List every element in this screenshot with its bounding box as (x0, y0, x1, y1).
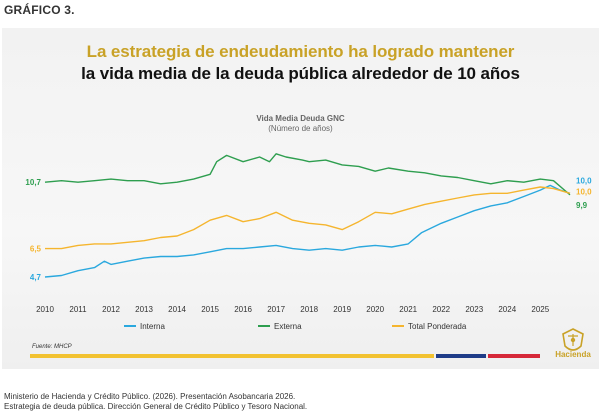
hacienda-logo-text: Hacienda (555, 350, 591, 359)
x-tick-label-2013: 2013 (135, 305, 153, 314)
legend-label-total-ponderada: Total Ponderada (408, 322, 467, 331)
citation-line-1: Ministerio de Hacienda y Crédito Público… (4, 392, 296, 401)
footer-bar-red (488, 354, 540, 358)
footer-bar-navy (436, 354, 486, 358)
start-label-externa: 10,7 (25, 178, 41, 187)
citation: Ministerio de Hacienda y Crédito Público… (4, 392, 307, 412)
end-label-externa: 9,9 (576, 201, 588, 210)
headline-line-2: la vida media de la deuda pública alrede… (81, 64, 520, 83)
end-label-total-ponderada: 10,0 (576, 187, 592, 196)
citation-line-2: Estrategia de deuda pública. Dirección G… (4, 402, 308, 411)
source-note: Fuente: MHCP (32, 344, 72, 350)
headline-line-1: La estrategia de endeudamiento ha lograd… (86, 42, 515, 61)
start-label-total-ponderada: 6,5 (30, 245, 42, 254)
series-line-total-ponderada (45, 186, 571, 250)
x-tick-label-2024: 2024 (498, 305, 516, 314)
x-tick-label-2011: 2011 (69, 305, 87, 314)
x-tick-label-2010: 2010 (36, 305, 54, 314)
hacienda-crest-icon (562, 328, 584, 351)
x-tick-label-2021: 2021 (399, 305, 417, 314)
chart-subtitle: (Número de años) (268, 124, 333, 133)
legend-label-interna: Interna (140, 322, 165, 331)
end-label-interna: 10,0 (576, 176, 592, 185)
start-label-interna: 4,7 (30, 273, 42, 282)
x-tick-label-2020: 2020 (366, 305, 384, 314)
footer-bar-gold (30, 354, 434, 358)
series-line-interna (44, 184, 571, 278)
legend-label-externa: Externa (274, 322, 302, 331)
x-tick-label-2022: 2022 (432, 305, 450, 314)
x-tick-label-2023: 2023 (465, 305, 483, 314)
series-line-externa (44, 153, 571, 196)
x-tick-label-2015: 2015 (201, 305, 219, 314)
x-tick-label-2018: 2018 (300, 305, 318, 314)
x-tick-label-2012: 2012 (102, 305, 120, 314)
figure-label: GRÁFICO 3. (4, 3, 75, 17)
line-chart: 2010 2011 2012 2013 2014 2015 2016 2017 2018 2019… (25, 153, 592, 331)
x-tick-label-2014: 2014 (168, 305, 186, 314)
chart-slide: La estrategia de endeudamiento ha lograd… (2, 28, 599, 369)
x-tick-label-2025: 2025 (531, 305, 549, 314)
x-tick-label-2017: 2017 (267, 305, 285, 314)
x-tick-label-2019: 2019 (333, 305, 351, 314)
x-tick-label-2016: 2016 (234, 305, 252, 314)
chart-title: Vida Media Deuda GNC (256, 114, 345, 123)
